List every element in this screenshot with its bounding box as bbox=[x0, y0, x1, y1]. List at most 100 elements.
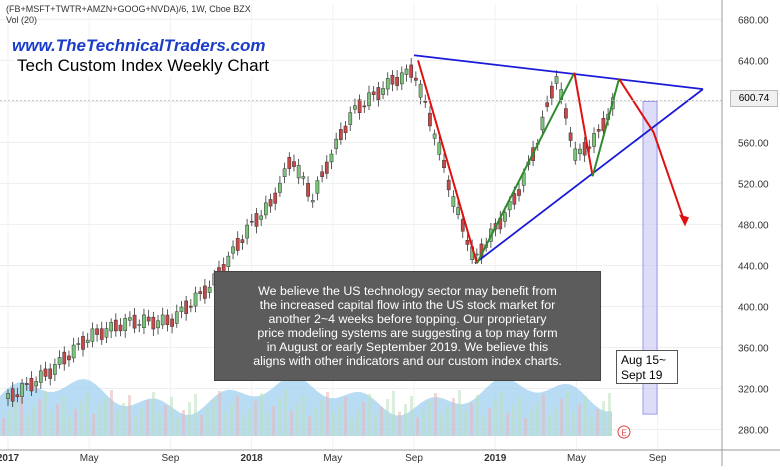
volume-bar bbox=[110, 390, 113, 436]
candle-body bbox=[207, 286, 212, 293]
volume-bar bbox=[452, 398, 455, 436]
volume-bar bbox=[392, 391, 395, 436]
volume-bar bbox=[560, 399, 563, 436]
volume-bar bbox=[128, 395, 131, 436]
volume-bar bbox=[2, 418, 5, 436]
candle-body bbox=[357, 99, 362, 113]
earnings-marker-icon bbox=[617, 425, 631, 439]
y-tick-label: 400.00 bbox=[738, 302, 769, 313]
volume-bar bbox=[446, 406, 449, 436]
candle-body bbox=[235, 238, 240, 251]
volume-bar bbox=[44, 391, 47, 436]
volume-bar bbox=[320, 400, 323, 436]
candle-body bbox=[348, 112, 353, 125]
volume-bar bbox=[38, 399, 41, 436]
y-tick-label: 360.00 bbox=[738, 343, 769, 354]
candle-body bbox=[71, 344, 76, 359]
volume-bar bbox=[368, 394, 371, 436]
candle-body bbox=[582, 142, 587, 156]
candle-body bbox=[409, 64, 414, 78]
candle-body bbox=[474, 253, 479, 256]
swing-down-line bbox=[573, 72, 594, 177]
candle-body bbox=[385, 78, 390, 90]
candle-body bbox=[99, 328, 104, 340]
candle-body bbox=[503, 212, 507, 222]
y-tick-label: 560.00 bbox=[738, 138, 769, 149]
volume-bar bbox=[62, 396, 65, 436]
volume-bar bbox=[182, 410, 185, 436]
volume-bar bbox=[230, 404, 233, 436]
volume-bar bbox=[8, 410, 11, 436]
candle-body bbox=[334, 138, 339, 149]
candle-body bbox=[90, 328, 95, 342]
candle-body bbox=[123, 318, 128, 331]
annotation-line: in August or early September 2019. We be… bbox=[266, 340, 549, 354]
volume-bar bbox=[14, 402, 17, 436]
candle-body bbox=[339, 129, 343, 140]
volume-bar bbox=[500, 392, 503, 436]
candle-body bbox=[76, 343, 81, 345]
volume-bar bbox=[554, 407, 557, 436]
candle-body bbox=[104, 328, 109, 338]
candle-body bbox=[446, 179, 451, 191]
volume-bar bbox=[476, 395, 479, 436]
volume-bar bbox=[296, 403, 299, 436]
candle-body bbox=[596, 129, 601, 132]
volume-bar bbox=[536, 402, 539, 436]
volume-bar bbox=[92, 414, 95, 436]
candle-body bbox=[381, 88, 385, 95]
volume-bar bbox=[134, 416, 137, 436]
candle-body bbox=[324, 161, 329, 174]
candle-body bbox=[198, 291, 203, 294]
volume-bar bbox=[512, 405, 515, 436]
swing-up-line bbox=[591, 78, 620, 177]
candle-body bbox=[254, 213, 259, 227]
volume-bar bbox=[350, 418, 353, 436]
last-price-tag: 600.74 bbox=[730, 90, 778, 107]
volume-bar bbox=[410, 396, 413, 436]
volume-bar bbox=[428, 401, 431, 436]
volume-bar bbox=[116, 411, 119, 436]
candle-body bbox=[268, 199, 273, 207]
brand-url[interactable]: www.TheTechnicalTraders.com bbox=[12, 36, 266, 55]
date-range-box: Aug 15~ Sept 19 bbox=[616, 350, 678, 384]
candle-body bbox=[146, 316, 151, 322]
volume-bar bbox=[572, 412, 575, 436]
candle-body bbox=[81, 336, 85, 350]
volume-bar bbox=[458, 390, 461, 436]
volume-bar bbox=[188, 402, 191, 436]
y-tick-label: 640.00 bbox=[738, 56, 769, 67]
volume-bar bbox=[518, 397, 521, 436]
volume-bar bbox=[542, 394, 545, 436]
candle-body bbox=[367, 92, 371, 107]
candle-body bbox=[249, 220, 254, 223]
volume-bar bbox=[176, 418, 179, 436]
volume-bar bbox=[380, 407, 383, 436]
candle-body bbox=[306, 182, 310, 197]
volume-bar bbox=[248, 409, 251, 436]
volume-bar bbox=[224, 412, 227, 436]
candle-body bbox=[15, 394, 20, 398]
earnings-marker-label: E bbox=[621, 429, 626, 438]
volume-bar bbox=[326, 392, 329, 436]
candle-body bbox=[245, 224, 249, 239]
candle-body bbox=[95, 328, 99, 335]
annotation-line: another 2~4 weeks before topping. Our pr… bbox=[268, 312, 547, 326]
volume-bar bbox=[212, 399, 215, 436]
candle-body bbox=[423, 101, 428, 103]
volume-bar bbox=[374, 415, 377, 436]
x-tick-label: 2017 bbox=[0, 453, 20, 464]
volume-bar bbox=[422, 409, 425, 436]
candle-body bbox=[554, 76, 559, 84]
volume-bar bbox=[290, 411, 293, 436]
candle-body bbox=[160, 314, 165, 326]
volume-bar bbox=[314, 408, 317, 436]
x-tick-label: Sep bbox=[649, 453, 667, 464]
volume-bar bbox=[278, 398, 281, 436]
x-tick-label: Sep bbox=[405, 453, 423, 464]
volume-bar bbox=[260, 393, 263, 436]
volume-bar bbox=[254, 401, 257, 436]
x-tick-label: 2019 bbox=[484, 453, 507, 464]
x-tick-label: Sep bbox=[162, 453, 180, 464]
